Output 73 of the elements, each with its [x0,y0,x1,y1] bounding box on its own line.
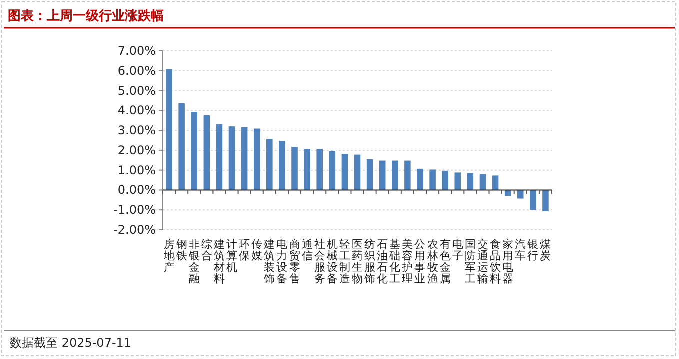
bar [329,151,336,190]
bar [404,160,411,190]
x-tick-label: 有色金属 [440,238,451,286]
text: 数据截至 2025-07-11 [10,336,132,350]
x-tick-label: 房地产 [162,238,175,274]
bar [542,190,549,212]
x-tick-label: 轻工制造 [339,238,350,286]
bar [216,124,223,190]
bar [204,115,210,190]
y-tick-label: 6.00% [118,64,156,78]
bar [266,139,273,190]
x-tick-label: 商贸零售 [289,238,300,286]
bar [454,172,462,190]
bar [316,149,323,190]
bar [254,128,260,190]
bar [379,160,386,190]
x-tick-label: 煤炭 [540,238,552,262]
x-tick-label: 非银金融 [188,238,200,286]
x-tick-label: 电力设备 [276,238,288,286]
x-tick-label: 医药生物 [352,238,363,286]
bar [191,112,198,190]
bar [392,160,398,190]
bar [517,190,524,199]
x-tick-label: 机械设备 [326,238,338,286]
x-tick-label: 通信 [302,238,313,262]
x-tick-label: 社会服务 [314,238,326,286]
bar [178,103,185,190]
y-tick-label: 2.00% [118,143,156,158]
x-tick-label: 钢铁 [175,238,188,262]
x-tick-label: 计算机 [226,238,238,274]
y-tick-label: 4.00% [118,104,156,118]
x-tick-label: 建筑材料 [212,238,225,286]
x-tick-label: 汽车 [515,238,526,262]
bar [304,149,310,190]
bar [279,141,286,190]
y-tick-label: -2.00% [114,223,156,237]
x-tick-label: 纺织服饰 [364,238,376,286]
y-tick-label: -1.00% [114,203,156,218]
bar [342,154,348,190]
x-tick-label: 食品饮料 [489,238,502,286]
title: 图表：上周一级行业涨跌幅 [8,9,164,24]
y-tick-label: 3.00% [118,124,156,138]
bar [467,173,474,190]
bar [241,127,248,190]
x-tick-label: 国防军工 [464,238,476,286]
bar [292,147,298,190]
bar [417,168,424,190]
y-tick-label: 1.00% [118,163,156,178]
bar [166,69,172,190]
x-tick-label: 建筑装饰 [263,238,276,286]
y-tick-label: 5.00% [118,84,156,98]
x-tick-label: 交通运输 [477,238,488,286]
bar [492,176,499,190]
x-tick-label: 电子 [452,238,464,262]
bar [430,170,436,190]
y-tick-label: 0.00% [118,183,156,198]
x-tick-label: 石油石化 [377,238,388,286]
x-tick-label: 公用事业 [414,238,426,286]
bar [530,190,536,210]
bar [480,174,486,190]
x-tick-label: 环保 [239,238,250,262]
x-tick-label: 综合 [201,238,212,262]
bar [442,170,448,190]
x-tick-label: 银行 [526,238,539,262]
x-tick-label: 农林牧渔 [426,238,438,286]
bar [354,154,361,190]
x-tick-label: 家用电器 [502,238,514,286]
x-tick-label: 传媒 [252,238,263,262]
bar [228,126,236,190]
y-tick-label: 7.00% [118,44,156,58]
bar [366,159,374,190]
x-tick-label: 基础化工 [388,238,401,286]
x-tick-label: 美容护理 [401,238,414,286]
